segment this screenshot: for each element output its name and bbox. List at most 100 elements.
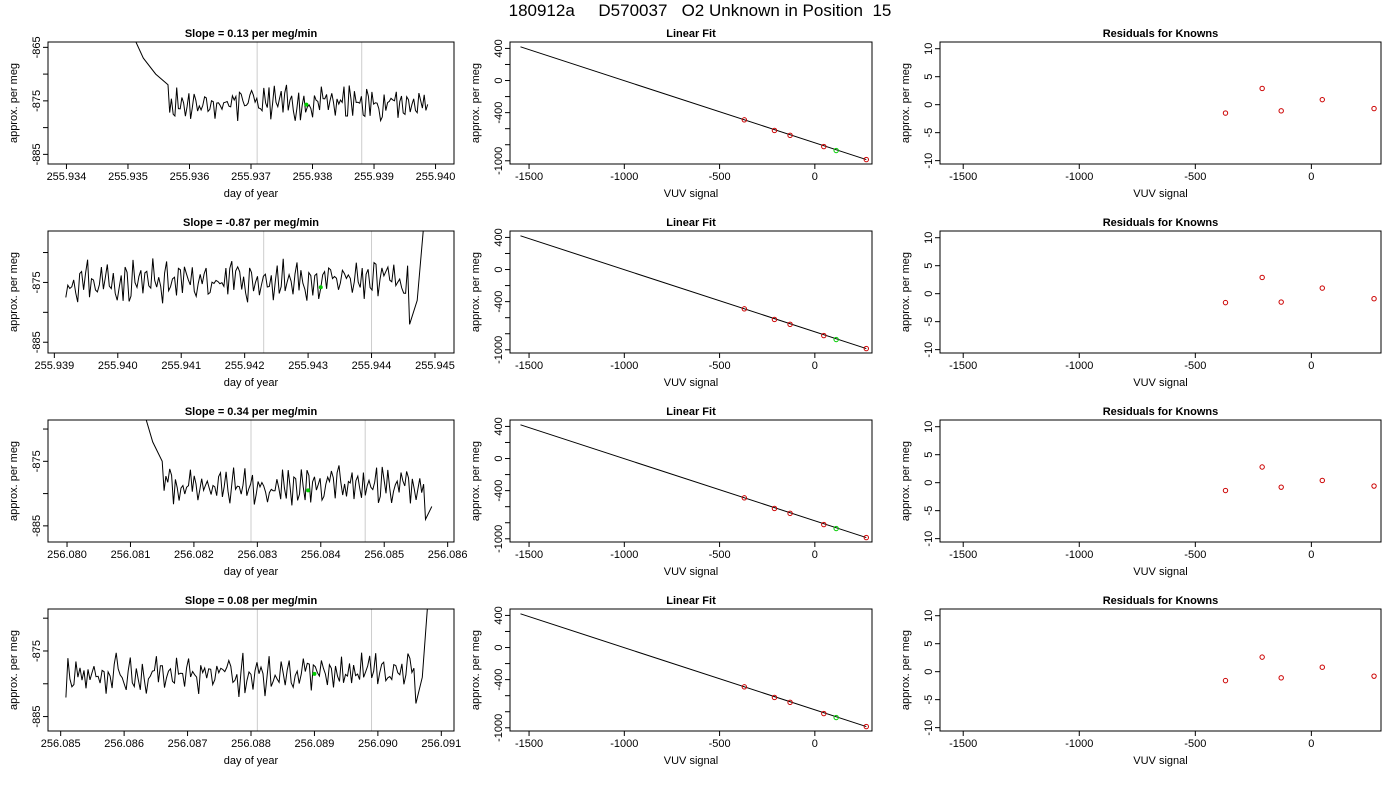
x-tick-label: 0	[812, 549, 818, 561]
x-tick-label: -1500	[515, 171, 543, 183]
known-point	[741, 495, 748, 501]
x-tick-label: 255.941	[161, 360, 201, 372]
plot-area	[520, 46, 869, 163]
known-point	[787, 699, 793, 706]
residual-point	[1222, 110, 1229, 116]
plot-area	[1222, 85, 1377, 116]
panel-title: Linear Fit	[666, 595, 716, 607]
y-tick-label: -875	[31, 271, 43, 293]
plot-area	[1222, 654, 1377, 684]
residual-point	[1278, 484, 1284, 490]
x-tick-label: 0	[812, 738, 818, 750]
residual-point	[1319, 664, 1325, 670]
x-tick-label: 256.091	[421, 738, 461, 750]
y-tick-label: 0	[923, 669, 935, 675]
data-trace	[135, 42, 429, 123]
y-tick-label: -875	[31, 640, 43, 662]
panel-title: Linear Fit	[666, 406, 716, 418]
residual-point	[1278, 675, 1284, 681]
x-axis-label: VUV signal	[1133, 566, 1187, 578]
plot-frame	[939, 230, 1382, 354]
x-axis-label: day of year	[224, 377, 279, 389]
residual-point	[1222, 487, 1229, 494]
x-axis-label: day of year	[224, 188, 279, 200]
plot-frame	[47, 41, 455, 165]
plot-area	[135, 42, 429, 164]
known-point	[863, 534, 869, 541]
known-point	[821, 710, 827, 717]
panel-r1-c2: Linear Fit -1500 -1000 -500 0 400 0 -400 -1000 VU…	[470, 28, 873, 200]
x-tick-label: -1000	[610, 171, 638, 183]
x-axis-label: VUV signal	[1133, 188, 1187, 200]
y-tick-label: 0	[493, 266, 505, 272]
plot-frame	[509, 230, 873, 354]
x-tick-label: -1000	[1065, 549, 1093, 561]
plot-area	[145, 420, 433, 542]
x-tick-label: 255.945	[415, 360, 455, 372]
panel-r3-c2: Linear Fit -1500 -1000 -500 0 400 0 -400 -1000 VU…	[470, 406, 873, 578]
y-axis-label: approx. per meg	[470, 63, 482, 143]
y-tick-label: -885	[31, 706, 43, 728]
x-tick-label: 255.940	[98, 360, 138, 372]
y-tick-label: 10	[923, 232, 935, 244]
x-tick-label: -1000	[1065, 738, 1093, 750]
panel-title: Residuals for Knowns	[1103, 28, 1219, 40]
panel-r3-c1: Slope = 0.34 per meg/min 256.080 256.081 25…	[8, 406, 468, 578]
plot-frame	[939, 608, 1382, 732]
x-axis-label: VUV signal	[664, 755, 718, 767]
residual-point	[1259, 464, 1265, 470]
y-tick-label: -400	[493, 669, 505, 691]
panel-r1-c1: Slope = 0.13 per meg/min 255.934 255.935 25…	[8, 28, 455, 200]
x-tick-label: -1000	[1065, 171, 1093, 183]
plot-area	[65, 609, 428, 731]
x-tick-label: -1500	[949, 549, 977, 561]
y-tick-label: 10	[923, 43, 935, 55]
y-axis-label: approx. per meg	[8, 630, 20, 710]
y-tick-label: 400	[493, 606, 505, 624]
x-axis-label: VUV signal	[1133, 755, 1187, 767]
y-tick-label: -400	[493, 480, 505, 502]
residual-point	[1278, 299, 1284, 305]
x-tick-label: -500	[1184, 360, 1206, 372]
residual-point	[1222, 299, 1229, 306]
fit-line	[520, 613, 867, 728]
y-axis-label: approx. per meg	[900, 252, 912, 332]
fit-line	[520, 424, 867, 539]
plot-frame	[939, 419, 1382, 543]
x-tick-label: 255.944	[352, 360, 392, 372]
unknown-marker	[306, 488, 311, 493]
x-tick-label: 255.943	[288, 360, 328, 372]
y-tick-label: 400	[493, 417, 505, 435]
y-tick-label: -865	[31, 36, 43, 58]
panel-title: Residuals for Knowns	[1103, 406, 1219, 418]
residual-point	[1319, 96, 1325, 103]
x-tick-label: 256.085	[364, 549, 404, 561]
y-tick-label: 5	[923, 452, 935, 458]
y-axis-label: approx. per meg	[900, 630, 912, 710]
panel-r4-c2: Linear Fit -1500 -1000 -500 0 400 0 -400 -1000 VU…	[470, 595, 873, 767]
y-axis-label: approx. per meg	[470, 441, 482, 521]
x-tick-label: -500	[709, 360, 731, 372]
plot-area	[1222, 274, 1377, 306]
plot-area	[520, 424, 869, 541]
x-tick-label: 256.086	[428, 549, 468, 561]
residual-point	[1371, 483, 1377, 489]
unknown-point	[833, 714, 839, 721]
x-tick-label: -1500	[515, 549, 543, 561]
y-axis-label: approx. per meg	[8, 252, 20, 332]
x-tick-label: 0	[1308, 360, 1314, 372]
residual-point	[1319, 285, 1325, 291]
known-point	[741, 117, 748, 123]
panel-r2-c3: Residuals for Knowns -1500 -1000 -500 0 10 5 0 -…	[900, 217, 1382, 389]
y-tick-label: 10	[923, 610, 935, 622]
residual-point	[1222, 677, 1229, 684]
data-trace	[145, 420, 433, 522]
y-tick-label: -875	[31, 90, 43, 112]
panel-r2-c2: Linear Fit -1500 -1000 -500 0 400 0 -400 -1000 VU…	[470, 217, 873, 389]
known-point	[787, 510, 793, 517]
unknown-point	[833, 336, 839, 343]
known-point	[863, 345, 869, 352]
residual-point	[1371, 673, 1377, 679]
known-point	[863, 156, 869, 163]
